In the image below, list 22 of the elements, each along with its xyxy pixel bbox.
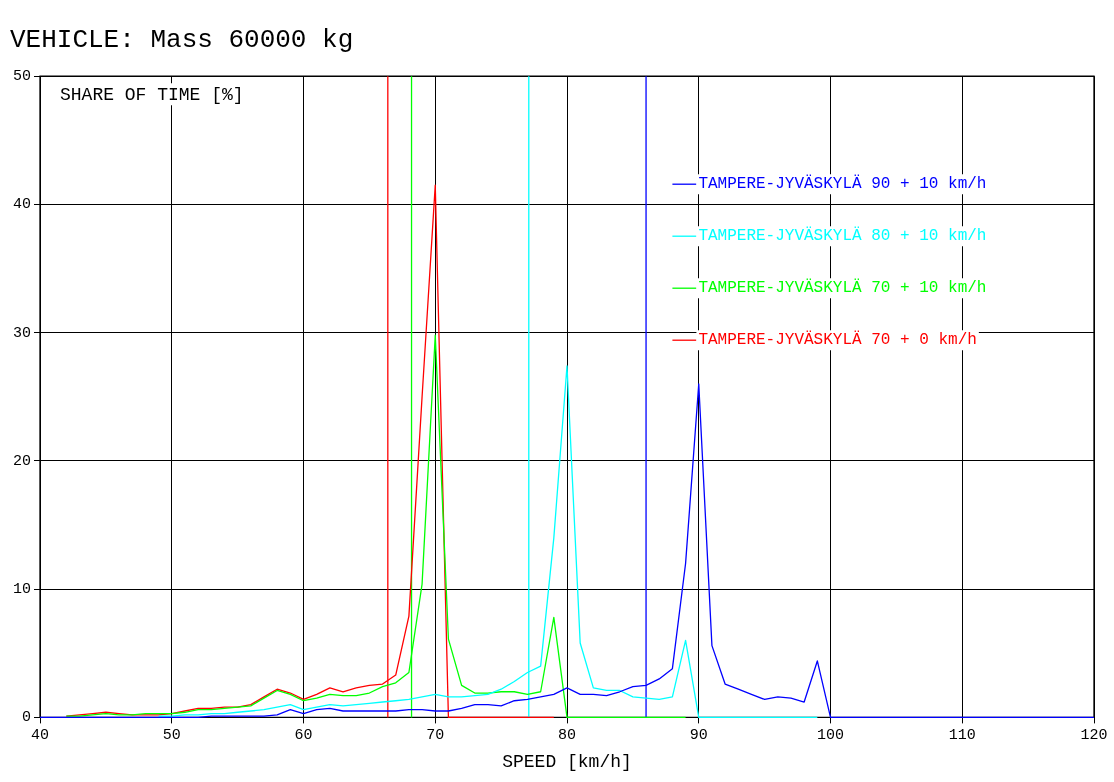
x-tick-label: 120 [1080, 727, 1108, 745]
x-tick-label: 50 [162, 727, 181, 745]
legend-label: TAMPERE-JYVÄSKYLÄ 70 + 10 km/h [698, 278, 987, 298]
y-tick-label: 10 [12, 581, 31, 599]
x-tick-label: 110 [948, 727, 976, 745]
legend-label: TAMPERE-JYVÄSKYLÄ 70 + 0 km/h [698, 330, 977, 350]
x-axis-title: SPEED [km/h] [502, 751, 632, 772]
x-tick-label: 70 [426, 727, 445, 745]
x-tick-label: 40 [31, 727, 50, 745]
chart-title: VEHICLE: Mass 60000 kg [10, 25, 354, 56]
y-tick-label: 0 [21, 709, 31, 727]
legend-label: TAMPERE-JYVÄSKYLÄ 80 + 10 km/h [698, 226, 987, 246]
x-tick-label: 60 [294, 727, 313, 745]
x-tick-label: 80 [557, 727, 577, 745]
y-tick-label: 30 [12, 324, 31, 342]
y-tick-label: 40 [12, 196, 31, 214]
y-tick-label: 20 [12, 452, 31, 470]
legend-label: TAMPERE-JYVÄSKYLÄ 90 + 10 km/h [698, 174, 987, 194]
x-tick-label: 90 [689, 727, 708, 745]
y-tick-label: 50 [12, 68, 31, 86]
x-tick-label: 100 [816, 727, 845, 745]
y-axis-title: SHARE OF TIME [%] [60, 84, 244, 105]
